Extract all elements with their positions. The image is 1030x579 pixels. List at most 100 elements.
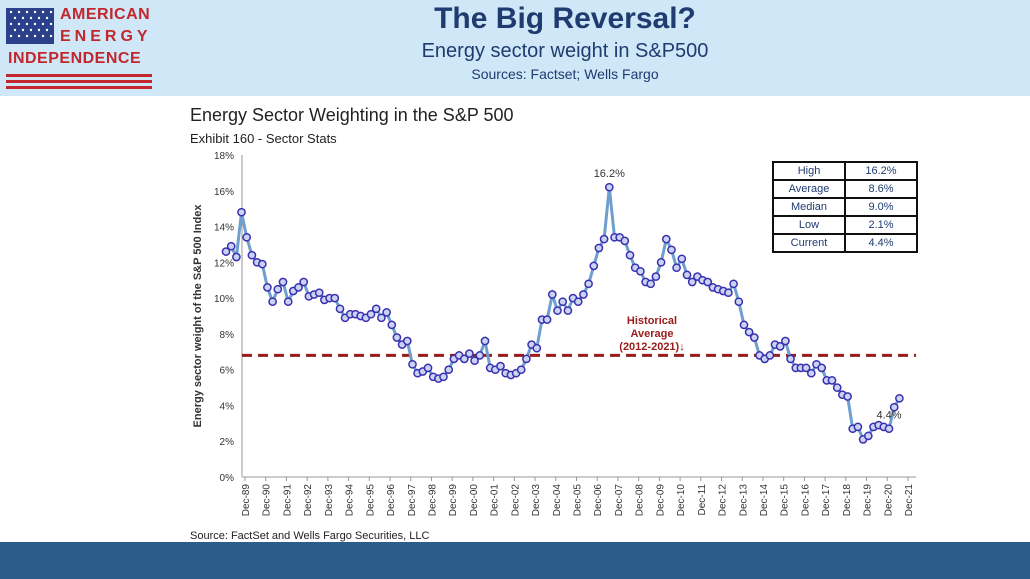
y-axis-label: Energy sector weight of the S&P 500 Inde… <box>192 204 204 428</box>
x-tick-label: Dec-15 <box>780 484 791 517</box>
data-point <box>765 351 775 360</box>
data-point <box>387 320 397 330</box>
data-point <box>775 342 785 351</box>
data-point <box>806 368 816 378</box>
stats-label: High <box>772 161 846 181</box>
data-point <box>594 243 604 253</box>
data-point <box>263 283 272 292</box>
x-tick-label: Dec-93 <box>324 484 335 517</box>
x-tick-label: Dec-91 <box>282 484 293 517</box>
data-point <box>480 336 490 346</box>
data-point <box>677 254 687 264</box>
y-tick-label: 4% <box>220 401 235 412</box>
data-point <box>884 424 894 434</box>
x-tick-label: Dec-18 <box>842 484 853 517</box>
logo-stripe <box>6 86 152 89</box>
x-tick-label: Dec-06 <box>593 484 604 517</box>
data-point <box>625 250 635 260</box>
x-tick-label: Dec-11 <box>697 484 708 516</box>
stats-value: 8.6% <box>844 179 918 199</box>
chart-subtitle: Exhibit 160 - Sector Stats <box>190 131 337 146</box>
data-point <box>273 284 283 294</box>
y-tick-label: 6% <box>220 366 235 377</box>
data-point <box>853 422 863 432</box>
data-point <box>636 266 645 276</box>
x-tick-label: Dec-08 <box>635 484 646 517</box>
y-tick-label: 0% <box>220 473 235 484</box>
data-point <box>371 304 381 314</box>
data-label: 4.4% <box>876 410 901 422</box>
us-flag-icon <box>6 8 54 44</box>
data-point <box>232 252 241 262</box>
x-tick-label: Dec-14 <box>759 484 770 517</box>
stats-label: Low <box>772 215 846 235</box>
stats-value: 2.1% <box>844 215 918 235</box>
stats-table: High 16.2% Average 8.6% Median 9.0% Low 2.1%… <box>772 161 918 253</box>
data-points <box>221 182 904 444</box>
stats-row: Median 9.0% <box>772 197 918 217</box>
slide-subtitle: Energy sector weight in S&P500 <box>421 40 709 62</box>
x-tick-label: Dec-99 <box>448 484 459 517</box>
data-point <box>382 308 391 317</box>
data-point <box>237 207 246 217</box>
x-tick-label: Dec-95 <box>365 484 376 517</box>
data-point <box>278 277 288 287</box>
y-tick-label: 12% <box>214 258 234 269</box>
bottom-bar <box>0 542 1030 579</box>
data-point <box>377 313 386 323</box>
data-point <box>330 293 340 303</box>
data-point <box>661 234 671 244</box>
data-point <box>589 261 599 271</box>
logo-text-line3: INDEPENDENCE <box>8 50 142 67</box>
data-point <box>402 336 412 346</box>
x-tick-label: Dec-90 <box>262 484 273 517</box>
stats-row: High 16.2% <box>772 161 918 181</box>
logo: AMERICAN ENERGY INDEPENDENCE <box>6 6 154 94</box>
data-point <box>832 383 842 392</box>
x-tick-label: Dec-17 <box>821 484 832 517</box>
data-point <box>843 392 852 401</box>
data-point <box>465 349 474 358</box>
x-tick-label: Dec-07 <box>614 484 625 517</box>
data-point <box>579 290 588 299</box>
data-point <box>439 372 448 382</box>
data-point <box>366 309 376 319</box>
stats-label: Average <box>772 179 846 199</box>
source-note: Source: FactSet and Wells Fargo Securiti… <box>190 530 430 542</box>
stats-label: Current <box>772 233 846 253</box>
x-tick-label: Dec-89 <box>241 484 252 517</box>
energy-weight-chart: Energy Sector Weighting in the S&P 500 E… <box>190 105 916 542</box>
stats-row: Low 2.1% <box>772 215 918 235</box>
data-point <box>573 297 583 307</box>
x-axis: Dec-89 Dec-90 Dec-91 Dec-92 Dec-93 Dec-94 Dec-… <box>241 477 915 516</box>
data-point <box>547 290 557 299</box>
data-point <box>895 393 904 403</box>
x-tick-label: Dec-01 <box>490 484 501 517</box>
x-tick-label: Dec-97 <box>407 484 418 517</box>
y-tick-label: 16% <box>214 187 234 198</box>
header-banner: AMERICAN ENERGY INDEPENDENCE The Big Rev… <box>0 0 1030 96</box>
data-point <box>651 272 661 281</box>
data-point <box>667 245 676 255</box>
x-tick-label: Dec-04 <box>552 484 563 517</box>
avg-label-line: Average <box>630 328 673 340</box>
x-tick-label: Dec-02 <box>510 484 521 517</box>
slide-title: The Big Reversal? <box>434 2 696 35</box>
data-point <box>739 320 749 330</box>
data-point <box>532 343 542 353</box>
data-point <box>475 351 485 360</box>
data-point <box>749 333 759 342</box>
data-point <box>687 277 697 287</box>
x-tick-label: Dec-98 <box>427 484 438 517</box>
data-point <box>542 315 552 324</box>
x-tick-label: Dec-12 <box>718 484 729 517</box>
data-point <box>283 297 293 307</box>
stats-value: 9.0% <box>844 197 918 217</box>
data-point <box>247 250 257 260</box>
data-point <box>584 279 593 289</box>
slide-sources: Sources: Factset; Wells Fargo <box>471 66 659 82</box>
data-point <box>781 336 790 346</box>
x-tick-label: Dec-05 <box>573 484 584 517</box>
logo-stripe <box>6 74 152 77</box>
y-tick-label: 2% <box>220 437 235 448</box>
